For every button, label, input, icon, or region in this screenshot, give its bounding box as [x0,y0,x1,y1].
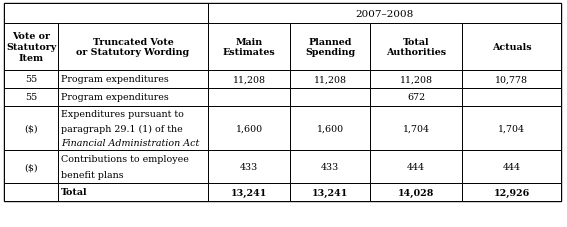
Text: Total: Total [61,188,88,197]
Bar [208,24,290,71]
Text: Program expenditures: Program expenditures [61,75,169,84]
Bar [4,106,58,150]
Text: Main
Estimates: Main Estimates [223,37,276,57]
Text: ($): ($) [24,162,38,171]
Text: 11,208: 11,208 [232,75,265,84]
Text: 1,704: 1,704 [498,124,525,133]
Bar [4,150,58,183]
Bar [290,89,370,106]
Bar [290,150,370,183]
Bar [370,183,462,201]
Bar [462,106,561,150]
Bar [290,183,370,201]
Text: 1,600: 1,600 [235,124,263,133]
Bar [4,4,561,201]
Text: 433: 433 [321,162,339,171]
Bar [462,150,561,183]
Bar [462,89,561,106]
Bar [58,150,208,183]
Text: 1,704: 1,704 [403,124,429,133]
Text: 2007–2008: 2007–2008 [356,10,413,18]
Text: Program expenditures: Program expenditures [61,93,169,102]
Text: 672: 672 [407,93,425,102]
Text: Total
Authorities: Total Authorities [386,37,446,57]
Bar [58,24,208,71]
Bar [370,150,462,183]
Text: 1,600: 1,600 [316,124,344,133]
Text: 55: 55 [25,75,37,84]
Bar [370,24,462,71]
Bar [462,71,561,89]
Bar [208,71,290,89]
Text: 433: 433 [240,162,258,171]
Bar [58,89,208,106]
Bar [4,71,58,89]
Text: 13,241: 13,241 [312,188,348,197]
Bar [208,4,561,24]
Text: Financial Administration Act: Financial Administration Act [61,138,200,148]
Bar [370,89,462,106]
Text: Vote or
Statutory
Item: Vote or Statutory Item [6,32,56,62]
Text: Truncated Vote
or Statutory Wording: Truncated Vote or Statutory Wording [77,37,189,57]
Text: Expenditures pursuant to: Expenditures pursuant to [61,109,184,118]
Bar [462,183,561,201]
Bar [208,150,290,183]
Bar [370,71,462,89]
Bar [58,106,208,150]
Text: 11,208: 11,208 [314,75,346,84]
Bar [290,71,370,89]
Text: Planned
Spending: Planned Spending [305,37,355,57]
Bar [4,24,58,71]
Text: 444: 444 [407,162,425,171]
Text: 13,241: 13,241 [231,188,267,197]
Bar [208,89,290,106]
Bar [58,71,208,89]
Bar [58,183,208,201]
Text: ($): ($) [24,124,38,133]
Bar [462,24,561,71]
Text: Contributions to employee: Contributions to employee [61,154,189,163]
Bar [290,106,370,150]
Text: 12,926: 12,926 [493,188,530,197]
Text: 10,778: 10,778 [495,75,528,84]
Bar [4,89,58,106]
Text: 11,208: 11,208 [400,75,433,84]
Text: 444: 444 [502,162,521,171]
Bar [208,106,290,150]
Bar [4,4,208,24]
Text: benefit plans: benefit plans [61,170,124,180]
Bar [290,24,370,71]
Bar [370,106,462,150]
Bar [208,183,290,201]
Text: Actuals: Actuals [492,43,531,52]
Text: paragraph 29.1 (1) of the: paragraph 29.1 (1) of the [61,124,183,133]
Text: 14,028: 14,028 [398,188,434,197]
Text: 55: 55 [25,93,37,102]
Bar [4,183,58,201]
